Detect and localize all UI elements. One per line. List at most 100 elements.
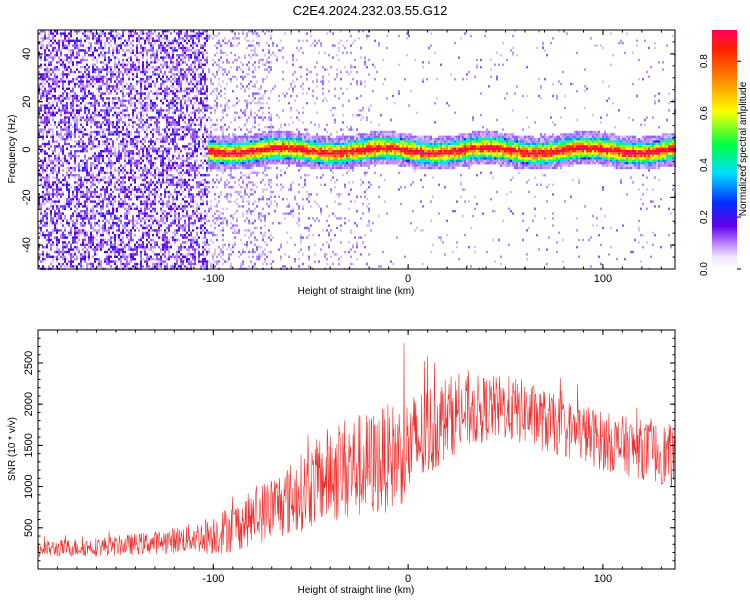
- spectrogram-cell: [184, 49, 186, 52]
- spectrogram-cell: [210, 207, 212, 210]
- spectrogram-cell: [114, 198, 116, 201]
- spectrogram-cell: [134, 258, 136, 261]
- spectrogram-cell: [166, 236, 168, 239]
- spectrogram-cell: [66, 126, 68, 129]
- spectrogram-cell: [112, 248, 114, 251]
- spectrogram-cell: [82, 140, 84, 143]
- spectrogram-cell: [90, 147, 92, 150]
- spectrogram-cell: [120, 34, 122, 38]
- spectrogram-cell: [112, 34, 114, 38]
- spectrogram-cell: [102, 154, 104, 158]
- spectrogram-cell: [82, 253, 84, 256]
- spectrogram-cell: [168, 195, 170, 198]
- spectrogram-cell: [102, 75, 104, 78]
- spectrogram-cell: [98, 32, 100, 35]
- spectrogram-cell: [206, 32, 208, 35]
- spectrogram-cell: [180, 188, 182, 191]
- spectrogram-cell: [212, 140, 214, 143]
- spectrogram-cell: [92, 111, 94, 114]
- spectrogram-cell: [124, 214, 126, 218]
- spectrogram-cell: [96, 66, 98, 69]
- spectrogram-cell: [52, 87, 54, 90]
- spectrogram-cell: [108, 123, 110, 126]
- spectrogram-cell: [196, 217, 198, 220]
- spectrogram-cell: [138, 92, 140, 95]
- spectrogram-cell: [56, 133, 58, 136]
- spectrogram-cell: [126, 70, 128, 74]
- spectrogram-cell: [182, 116, 184, 119]
- spectrogram-cell: [46, 200, 48, 203]
- spectrogram-cell: [172, 128, 174, 131]
- spectrogram-cell: [158, 169, 160, 172]
- spectrogram-cell: [118, 80, 120, 83]
- spectrogram-cell: [74, 229, 76, 232]
- spectrogram-cell: [110, 159, 112, 162]
- spectrogram-cell: [220, 169, 222, 172]
- spectrogram-cell: [144, 85, 146, 88]
- spectrogram-cell: [126, 49, 128, 52]
- spectrogram-cell: [186, 128, 188, 131]
- spectrogram-cell: [146, 128, 148, 131]
- spectrogram-cell: [184, 94, 186, 98]
- spectrogram-cell: [78, 178, 80, 182]
- spectrogram-cell: [76, 78, 78, 81]
- spectrogram-cell: [54, 73, 56, 76]
- spectrogram-cell: [64, 104, 66, 107]
- spectrogram-cell: [202, 32, 204, 35]
- spectrogram-cell: [74, 181, 76, 184]
- spectrogram-cell: [130, 164, 132, 167]
- spectrogram-cell: [98, 42, 100, 45]
- spectrogram-cell: [52, 49, 54, 52]
- spectrogram-cell: [218, 63, 220, 66]
- spectrogram-cell: [210, 162, 212, 165]
- spectrogram-cell: [66, 198, 68, 201]
- spectrogram-cell: [166, 265, 168, 268]
- spectrogram-cell: [88, 68, 90, 71]
- spectrogram-cell: [160, 111, 162, 114]
- spectrogram-cell: [110, 68, 112, 71]
- spectrogram-cell: [190, 214, 192, 218]
- spectrogram-cell: [84, 258, 86, 261]
- spectrogram-cell: [150, 224, 152, 227]
- spectrogram-cell: [200, 202, 202, 206]
- spectrogram-cell: [78, 99, 80, 102]
- spectrogram-cell: [160, 248, 162, 251]
- spectrogram-cell: [66, 102, 68, 105]
- spectrogram-cell: [40, 253, 42, 256]
- spectrogram-cell: [162, 58, 164, 62]
- spectrogram-cell: [190, 87, 192, 90]
- spectrogram-cell: [102, 176, 104, 179]
- spectrogram-cell: [110, 224, 112, 227]
- spectrogram-cell: [54, 183, 56, 186]
- spectrogram-cell: [120, 255, 122, 258]
- spectrogram-cell: [150, 142, 152, 146]
- spectrogram-cell: [146, 224, 148, 227]
- spectrogram-cell: [144, 195, 146, 198]
- spectrogram-cell: [62, 39, 64, 42]
- spectrogram-cell: [202, 166, 204, 170]
- spectrogram-cell: [78, 202, 80, 206]
- spectrogram-cell: [116, 248, 118, 251]
- spectrogram-cell: [68, 260, 70, 263]
- spectrogram-cell: [94, 46, 96, 50]
- spectrogram-cell: [92, 94, 94, 98]
- spectrogram-cell: [84, 246, 86, 249]
- spectrogram-cell: [152, 207, 154, 210]
- spectrogram-cell: [132, 224, 134, 227]
- spectrogram-cell: [164, 210, 166, 213]
- spectrogram-cell: [164, 46, 166, 50]
- spectrogram-cell: [84, 92, 86, 95]
- spectrogram-cell: [86, 58, 88, 62]
- spectrogram-cell: [140, 262, 142, 266]
- spectrogram-cell: [76, 229, 78, 232]
- spectrogram-cell: [78, 130, 80, 134]
- spectrogram-cell: [110, 150, 112, 153]
- spectrogram-cell: [82, 265, 84, 268]
- spectrogram-cell: [146, 34, 148, 38]
- spectrogram-cell: [170, 174, 172, 177]
- spectrogram-cell: [102, 171, 104, 174]
- spectrogram-cell: [98, 54, 100, 57]
- spectrogram-cell: [62, 66, 64, 69]
- spectrogram-cell: [80, 145, 82, 148]
- spectrogram-cell: [150, 243, 152, 246]
